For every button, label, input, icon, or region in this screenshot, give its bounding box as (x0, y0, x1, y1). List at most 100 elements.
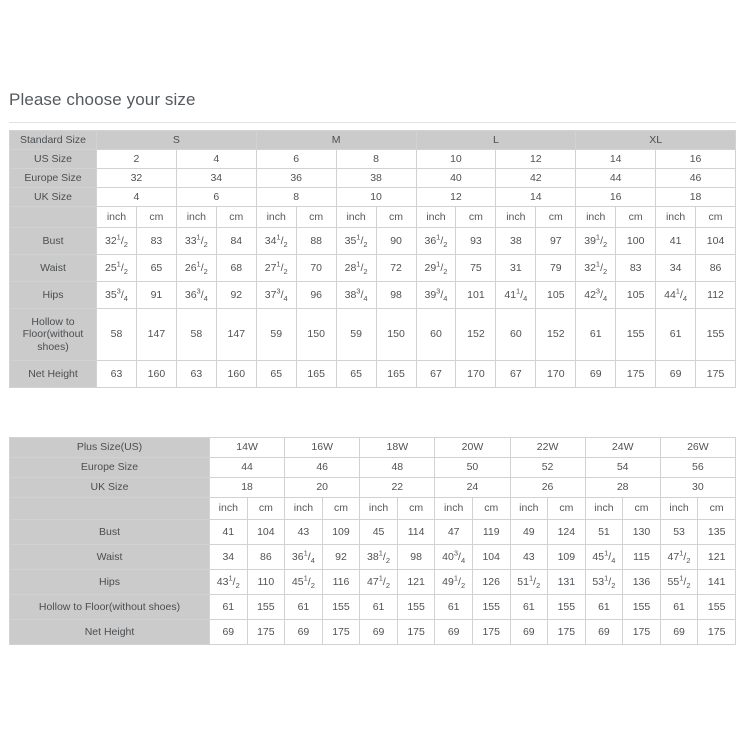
row-label: Waist (9, 254, 97, 282)
page-title: Please choose your size (9, 90, 196, 109)
measurement-cell: 373/4 (255, 281, 297, 309)
row-label: Europe Size (9, 457, 210, 478)
measurement-cell: 147 (215, 308, 257, 361)
measurement-cell: 175 (547, 619, 586, 645)
measurement-cell: 150 (295, 308, 337, 361)
size-cell: 12 (415, 187, 497, 207)
size-cell: 26 (509, 477, 586, 498)
measurement-cell: 34 (655, 254, 697, 282)
table-row: US Size 2 4 6 8 10 12 14 16 (9, 149, 736, 169)
measurement-cell: 92 (215, 281, 257, 309)
measurement-cell: 104 (695, 227, 736, 255)
measurement-cell: 351/2 (335, 227, 377, 255)
row-label: Bust (9, 227, 97, 255)
measurement-cell: 61 (434, 594, 473, 620)
measurement-cell: 43 (509, 544, 549, 570)
table-row: Hollow to Floor(without shoes) 61 155 61 155… (9, 594, 736, 620)
unit-header: cm (455, 206, 497, 228)
measurement-cell: 83 (135, 227, 177, 255)
measurement-cell: 92 (321, 544, 361, 570)
measurement-cell: 170 (535, 360, 577, 388)
measurement-cell: 65 (335, 360, 377, 388)
measurement-cell: 411/4 (495, 281, 537, 309)
size-cell: 32 (96, 168, 177, 188)
unit-header: cm (622, 497, 661, 520)
plus-size-cell: 16W (284, 437, 361, 458)
measurement-cell: 403/4 (434, 544, 473, 570)
row-label: Net Height (9, 360, 97, 388)
measurement-cell: 141 (697, 569, 736, 595)
measurement-cell: 175 (471, 619, 511, 645)
size-cell: 12 (495, 149, 577, 169)
measurement-cell: 511/2 (509, 569, 549, 595)
size-cell: 56 (659, 457, 737, 478)
measurement-cell: 61 (575, 308, 617, 361)
unit-header: cm (215, 206, 257, 228)
measurement-cell: 121 (697, 544, 736, 570)
row-label: Hollow to Floor(without shoes) (9, 308, 97, 361)
unit-header: inch (584, 497, 624, 520)
size-cell: 14 (495, 187, 577, 207)
measurement-cell: 160 (215, 360, 257, 388)
size-cell: 42 (495, 168, 577, 188)
measurement-cell: 155 (471, 594, 511, 620)
standard-size-table: Standard Size S M L XL US Size 2 4 6 8 10 12 14 16 Eur… (9, 130, 736, 388)
measurement-cell: 175 (396, 619, 436, 645)
unit-row-blank (9, 497, 210, 520)
measurement-cell: 251/2 (96, 254, 137, 282)
measurement-cell: 471/2 (659, 544, 699, 570)
size-cell: 18 (655, 187, 736, 207)
table-row: inch cm inch cm inch cm inch cm inch cm inch cm inch… (9, 206, 736, 228)
measurement-cell: 341/2 (255, 227, 297, 255)
measurement-cell: 175 (622, 619, 661, 645)
measurement-cell: 116 (321, 569, 361, 595)
measurement-cell: 38 (495, 227, 537, 255)
measurement-cell: 381/2 (359, 544, 398, 570)
measurement-cell: 61 (284, 594, 323, 620)
table-row: Bust 41 104 43 109 45 114 47 119 49 124 51 130 53 135 (9, 519, 736, 545)
measurement-cell: 155 (695, 308, 736, 361)
table-row: Hips 353/4 91 363/4 92 373/4 96 383/4 98 393/4 101… (9, 281, 736, 309)
table-row: Net Height 69 175 69 175 69 175 69 175 69 175 69 175… (9, 619, 736, 645)
measurement-cell: 261/2 (175, 254, 217, 282)
measurement-cell: 43 (284, 519, 323, 545)
measurement-cell: 331/2 (175, 227, 217, 255)
size-cell: 50 (434, 457, 511, 478)
measurement-cell: 155 (396, 594, 436, 620)
measurement-cell: 170 (455, 360, 497, 388)
measurement-cell: 175 (246, 619, 286, 645)
measurement-cell: 271/2 (255, 254, 297, 282)
measurement-cell: 51 (584, 519, 624, 545)
measurement-cell: 115 (622, 544, 661, 570)
measurement-cell: 135 (697, 519, 736, 545)
measurement-cell: 150 (375, 308, 417, 361)
measurement-cell: 100 (615, 227, 657, 255)
measurement-cell: 321/2 (96, 227, 137, 255)
measurement-cell: 69 (655, 360, 697, 388)
measurement-cell: 65 (255, 360, 297, 388)
measurement-cell: 97 (535, 227, 577, 255)
unit-header: cm (375, 206, 417, 228)
measurement-cell: 175 (697, 619, 736, 645)
corner-label: Plus Size(US) (9, 437, 210, 458)
unit-header: cm (246, 497, 286, 520)
size-cell: 44 (208, 457, 286, 478)
measurement-cell: 61 (509, 594, 549, 620)
measurement-cell: 175 (615, 360, 657, 388)
measurement-cell: 441/4 (655, 281, 697, 309)
unit-header: inch (434, 497, 473, 520)
size-cell: 44 (575, 168, 657, 188)
unit-header: cm (695, 206, 736, 228)
size-cell: 10 (335, 187, 417, 207)
size-cell: 2 (96, 149, 177, 169)
row-label: Hips (9, 281, 97, 309)
measurement-cell: 63 (175, 360, 217, 388)
measurement-cell: 104 (246, 519, 286, 545)
measurement-cell: 69 (434, 619, 473, 645)
measurement-cell: 60 (495, 308, 537, 361)
measurement-cell: 393/4 (415, 281, 457, 309)
measurement-cell: 49 (509, 519, 549, 545)
unit-header: inch (175, 206, 217, 228)
measurement-cell: 61 (209, 594, 248, 620)
table-row: Plus Size(US) 14W 16W 18W 20W 22W 24W 26W (9, 437, 737, 458)
